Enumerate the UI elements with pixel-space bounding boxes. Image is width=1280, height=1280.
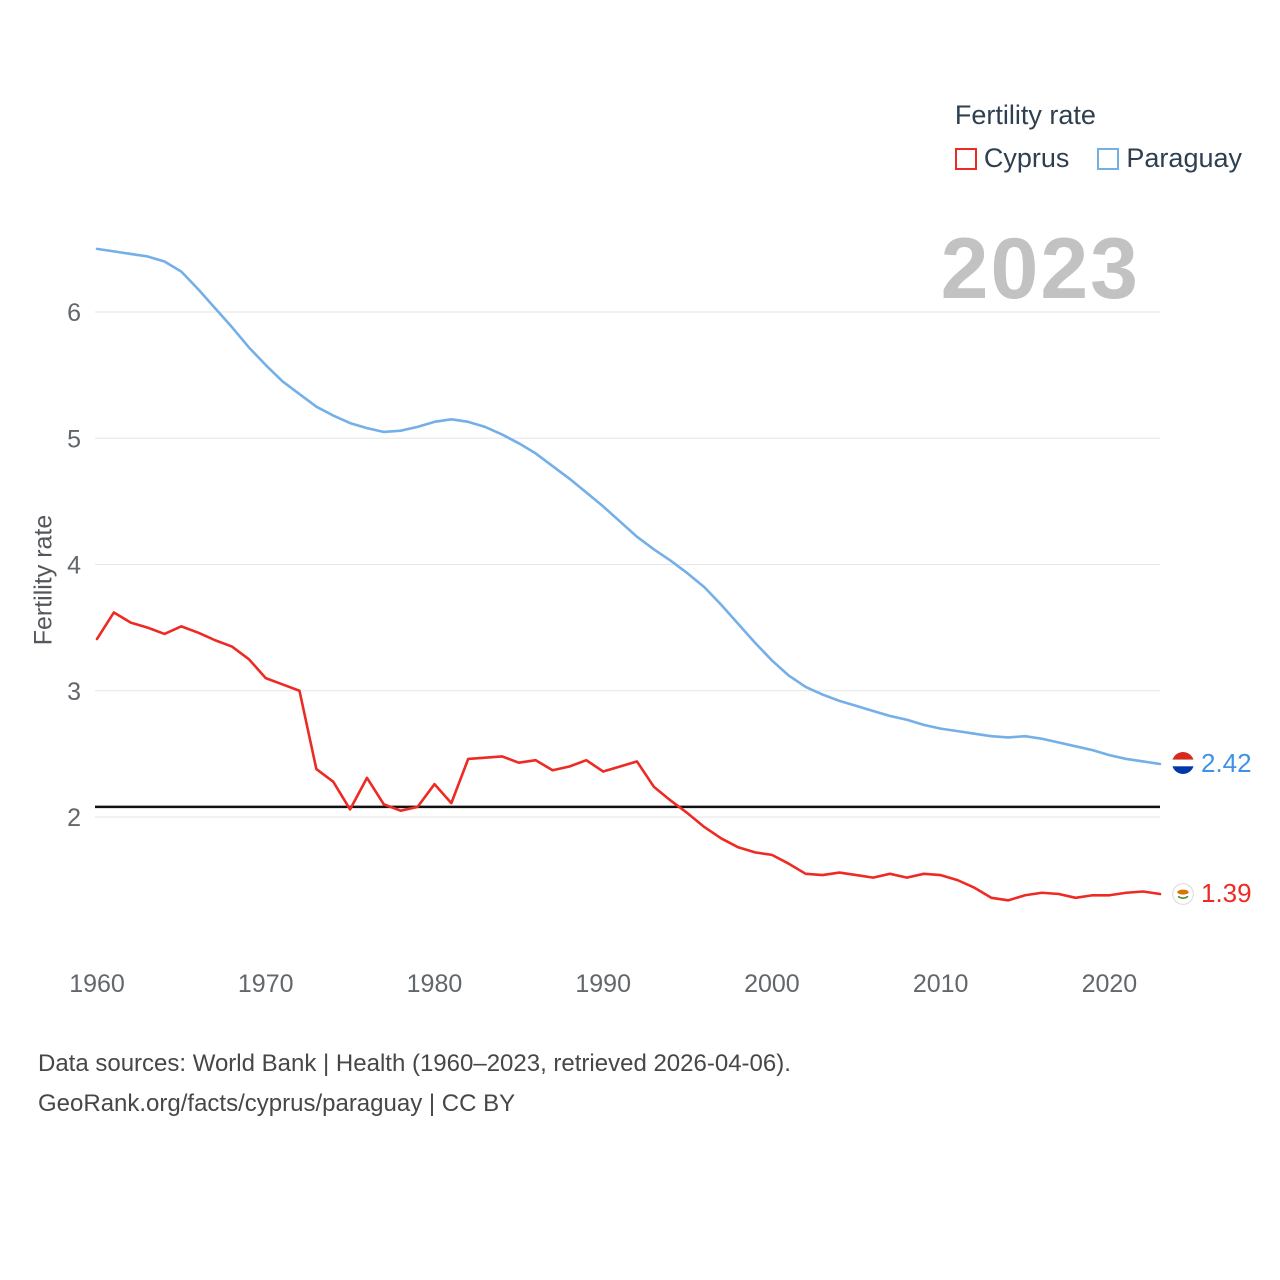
svg-text:3: 3 [67,678,81,706]
svg-text:2000: 2000 [744,970,800,998]
year-watermark: 2023 [940,221,1140,317]
svg-text:6: 6 [67,299,81,327]
cyprus-flag-icon [1172,882,1194,905]
legend: Fertility rate Cyprus Paraguay [954,100,1242,174]
data-sources-line: Data sources: World Bank | Health (1960–… [38,1050,791,1077]
cyprus-series-swatch [954,147,977,170]
end-label-cyprus: 1.39 [1172,878,1252,909]
paraguay-series-swatch [1097,147,1120,170]
svg-text:1970: 1970 [238,970,294,998]
y-axis-label: Fertility rate [29,514,58,646]
end-value-cyprus: 1.39 [1201,878,1252,908]
legend-item-cyprus[interactable]: Cyprus [954,143,1070,174]
svg-text:2010: 2010 [913,970,969,998]
svg-text:1980: 1980 [407,970,463,998]
svg-text:2: 2 [67,804,81,832]
end-value-paraguay: 2.42 [1201,747,1252,778]
svg-text:5: 5 [67,425,81,453]
attribution-footer: Data sources: World Bank | Health (1960–… [38,1044,791,1124]
legend-label-cyprus: Cyprus [983,143,1070,173]
legend-items: Cyprus Paraguay [954,143,1242,174]
svg-text:2020: 2020 [1082,970,1138,998]
legend-title: Fertility rate [954,100,1096,130]
end-label-paraguay: 2.42 [1172,748,1252,779]
svg-text:4: 4 [67,552,81,580]
legend-label-paraguay: Paraguay [1126,143,1242,173]
paraguay-flag-icon [1172,752,1194,775]
svg-text:1960: 1960 [69,970,125,998]
svg-text:1990: 1990 [575,970,631,998]
source-url-line: GeoRank.org/facts/cyprus/paraguay | CC B… [38,1090,516,1117]
legend-item-paraguay[interactable]: Paraguay [1097,143,1242,174]
